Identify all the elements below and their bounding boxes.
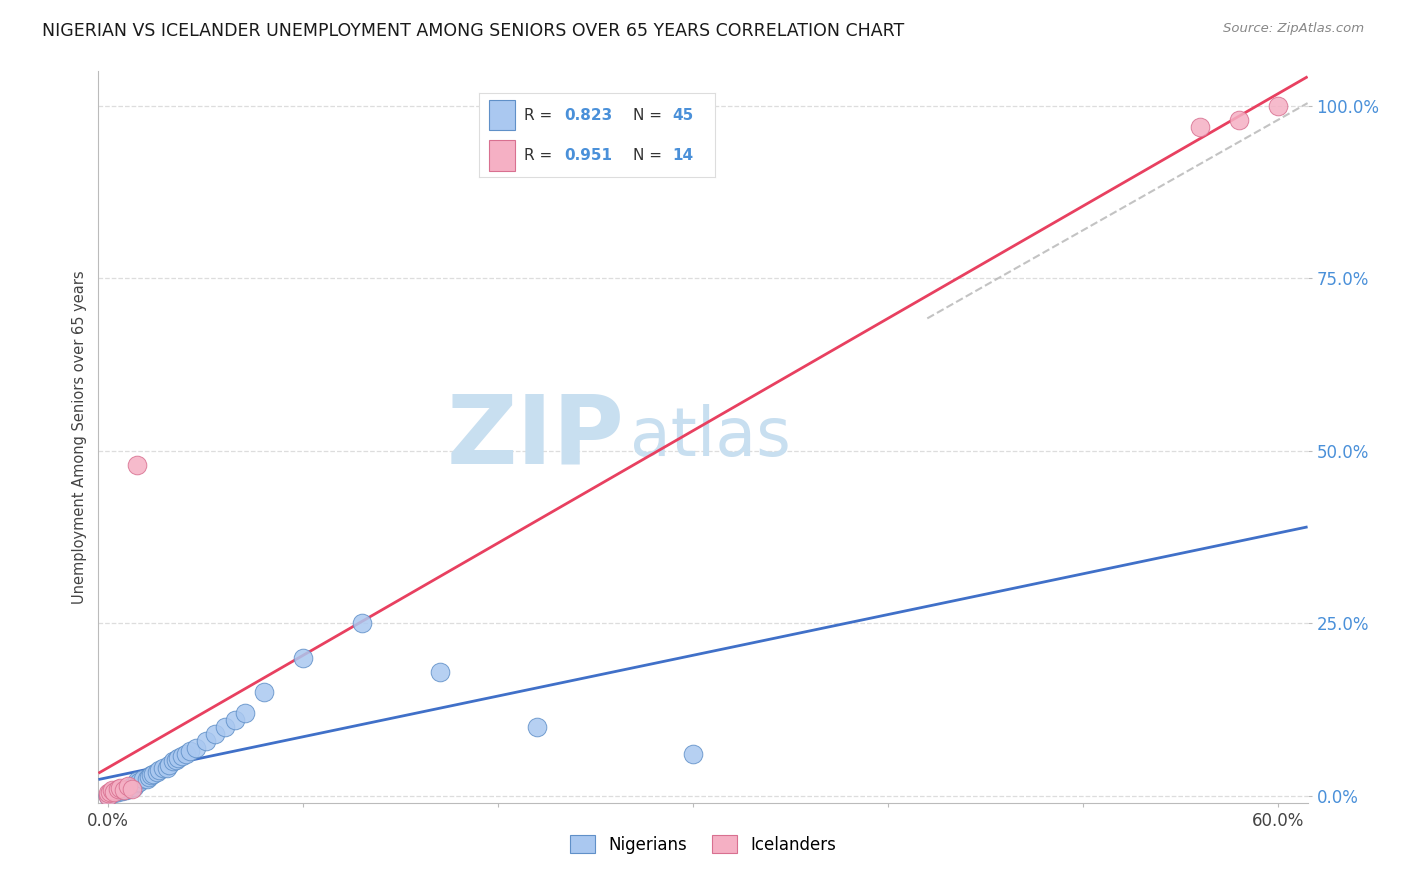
Point (97, 788, 120, 802)
Point (127, 773, 149, 788)
Point (103, 786, 125, 800)
Point (101, 783, 124, 797)
Point (107, 785, 129, 799)
Point (350, 616, 373, 631)
Point (122, 780, 145, 794)
Point (233, 706, 256, 720)
Point (114, 783, 136, 797)
Point (148, 763, 170, 777)
Point (112, 783, 135, 797)
Point (194, 733, 217, 747)
Point (111, 784, 134, 798)
Point (165, 753, 187, 767)
Point (103, 785, 125, 799)
Point (526, 720, 548, 734)
Point (292, 651, 315, 665)
Point (1227, 112, 1250, 127)
Point (117, 782, 139, 797)
Y-axis label: Unemployment Among Seniors over 65 years: Unemployment Among Seniors over 65 years (72, 270, 87, 604)
Text: ZIP: ZIP (447, 391, 624, 483)
Legend: Nigerians, Icelanders: Nigerians, Icelanders (564, 829, 842, 860)
Point (682, 747, 704, 762)
Point (1267, 99, 1289, 113)
Point (167, 751, 190, 765)
Point (97, 786, 120, 800)
Point (101, 785, 124, 799)
Point (97, 789, 120, 803)
Point (136, 772, 159, 786)
Point (156, 761, 179, 775)
Text: NIGERIAN VS ICELANDER UNEMPLOYMENT AMONG SENIORS OVER 65 YEARS CORRELATION CHART: NIGERIAN VS ICELANDER UNEMPLOYMENT AMONG… (42, 22, 904, 40)
Point (184, 740, 207, 755)
Point (162, 755, 184, 769)
Point (107, 782, 129, 797)
Point (127, 458, 149, 472)
Point (128, 775, 150, 789)
Point (121, 782, 143, 797)
Point (174, 747, 197, 762)
Point (117, 779, 139, 793)
Point (224, 713, 246, 727)
Point (146, 764, 169, 779)
Point (152, 761, 174, 775)
Point (214, 720, 236, 734)
Point (179, 744, 201, 758)
Point (98, 785, 121, 799)
Point (1189, 120, 1212, 134)
Text: atlas: atlas (630, 404, 792, 470)
Point (204, 727, 226, 741)
Point (429, 665, 451, 679)
Point (157, 757, 180, 772)
Point (108, 780, 131, 795)
Point (97, 789, 120, 803)
Point (138, 770, 160, 784)
Point (118, 780, 141, 795)
Point (253, 685, 276, 699)
Point (127, 776, 149, 790)
Point (172, 748, 194, 763)
Text: Source: ZipAtlas.com: Source: ZipAtlas.com (1223, 22, 1364, 36)
Point (121, 779, 143, 793)
Point (132, 772, 155, 786)
Point (142, 767, 165, 781)
Point (139, 768, 162, 782)
Point (112, 782, 135, 797)
Point (108, 783, 131, 797)
Point (98, 787, 121, 801)
